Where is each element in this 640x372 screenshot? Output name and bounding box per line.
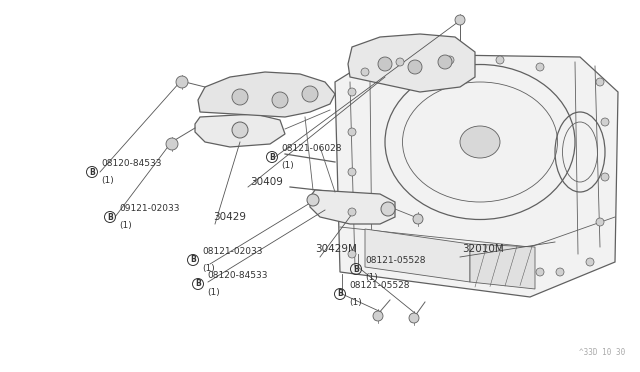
Text: (1): (1): [365, 273, 378, 282]
Text: 08121-06028: 08121-06028: [281, 144, 342, 153]
Circle shape: [348, 168, 356, 176]
Text: 08121-02033: 08121-02033: [202, 247, 262, 256]
Circle shape: [396, 58, 404, 66]
Circle shape: [601, 173, 609, 181]
Text: ^33D 10 30: ^33D 10 30: [579, 348, 625, 357]
Polygon shape: [335, 54, 618, 297]
Circle shape: [536, 268, 544, 276]
Text: (1): (1): [207, 288, 220, 297]
Circle shape: [232, 89, 248, 105]
Text: B: B: [269, 153, 275, 161]
Text: 08121-05528: 08121-05528: [349, 281, 410, 290]
Text: 08121-05528: 08121-05528: [365, 256, 426, 265]
Circle shape: [556, 268, 564, 276]
Circle shape: [381, 202, 395, 216]
Circle shape: [413, 214, 423, 224]
Circle shape: [373, 311, 383, 321]
Circle shape: [455, 15, 465, 25]
Text: 30409: 30409: [250, 177, 283, 187]
Text: 30429M: 30429M: [315, 244, 357, 254]
Text: B: B: [107, 212, 113, 221]
Text: B: B: [190, 256, 196, 264]
Polygon shape: [365, 229, 470, 282]
Text: B: B: [337, 289, 343, 298]
Circle shape: [166, 138, 178, 150]
Circle shape: [232, 122, 248, 138]
Circle shape: [536, 63, 544, 71]
Text: B: B: [195, 279, 201, 289]
Text: (1): (1): [101, 176, 114, 185]
Text: (1): (1): [202, 264, 215, 273]
Circle shape: [378, 57, 392, 71]
Text: B: B: [89, 167, 95, 176]
Circle shape: [408, 60, 422, 74]
Circle shape: [601, 118, 609, 126]
Circle shape: [409, 313, 419, 323]
Circle shape: [596, 78, 604, 86]
Text: (1): (1): [119, 221, 132, 230]
Text: B: B: [353, 264, 359, 273]
Circle shape: [446, 56, 454, 64]
Text: 32010M: 32010M: [462, 244, 504, 254]
Circle shape: [361, 68, 369, 76]
Text: (1): (1): [281, 161, 294, 170]
Polygon shape: [310, 190, 395, 224]
Polygon shape: [470, 244, 535, 289]
Text: 08120-84533: 08120-84533: [207, 271, 268, 280]
Circle shape: [596, 218, 604, 226]
Circle shape: [302, 86, 318, 102]
Circle shape: [348, 208, 356, 216]
Ellipse shape: [460, 126, 500, 158]
Polygon shape: [348, 34, 475, 92]
Circle shape: [348, 88, 356, 96]
Polygon shape: [198, 72, 335, 117]
Circle shape: [438, 55, 452, 69]
Text: 30429: 30429: [213, 212, 246, 222]
Circle shape: [348, 250, 356, 258]
Circle shape: [272, 92, 288, 108]
Circle shape: [496, 56, 504, 64]
Circle shape: [176, 76, 188, 88]
Text: (1): (1): [349, 298, 362, 307]
Text: 09121-02033: 09121-02033: [119, 204, 179, 213]
Circle shape: [586, 258, 594, 266]
Circle shape: [348, 128, 356, 136]
Circle shape: [307, 194, 319, 206]
Text: 08120-84533: 08120-84533: [101, 159, 161, 168]
Polygon shape: [195, 114, 285, 147]
